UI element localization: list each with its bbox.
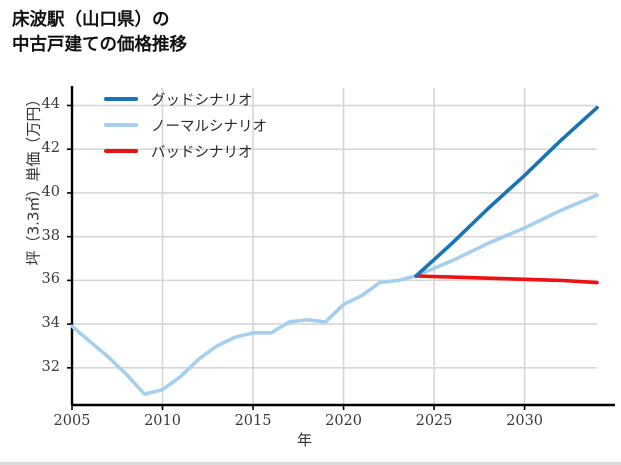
legend-label-bad: バッドシナリオ [151,144,253,161]
x-tick-label: 2015 [234,413,272,429]
x-tick-label: 2020 [325,413,362,429]
y-tick-label: 32 [41,358,60,375]
x-tick-label: 2030 [506,413,544,429]
chart-legend: グッドシナリオ ノーマルシナリオ バッドシナリオ [104,90,267,161]
x-axis-label: 年 [297,431,313,449]
y-tick-label: 34 [41,315,60,332]
legend-label-normal: ノーマルシナリオ [151,118,267,135]
y-tick-label: 40 [41,183,60,200]
tick-marks [67,104,526,410]
x-tick-label: 2025 [415,413,453,429]
y-tick-label: 38 [41,227,60,244]
legend-swatch-normal [104,123,138,127]
legend-swatch-bad [104,149,138,153]
x-tick-label: 2010 [144,413,181,429]
x-tick-label: 2005 [53,413,91,429]
legend-item-bad: バッドシナリオ [104,142,267,161]
y-axis-label: 坪（3.3㎡）単価（万円） [24,91,43,266]
y-tick-label: 36 [41,271,60,288]
legend-item-good: グッドシナリオ [104,90,267,109]
y-tick-label: 44 [41,96,60,113]
page-title: 床波駅（山口県）の 中古戸建ての価格推移 [12,10,187,55]
y-tick-label: 42 [41,140,60,157]
legend-label-good: グッドシナリオ [151,92,253,109]
data-series-group [70,105,599,396]
legend-item-normal: ノーマルシナリオ [104,116,267,135]
legend-swatch-good [104,97,138,101]
